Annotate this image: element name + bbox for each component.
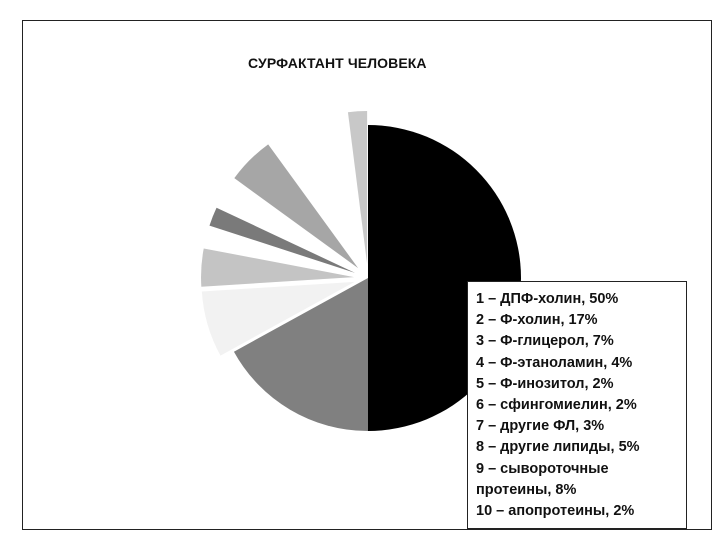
legend-item-10: 10 – апопротеины, 2%: [476, 503, 635, 520]
chart-title: СУРФАКТАНТ ЧЕЛОВЕКА: [248, 55, 427, 71]
pie-slice-10: [347, 111, 368, 265]
pie-slice-9: [272, 112, 364, 266]
pie-slice-8: [234, 144, 359, 269]
pie-slice-5: [203, 226, 355, 276]
pie-slice-2: [233, 278, 368, 431]
legend-item-1: 1 – ДПФ-холин, 50%: [476, 291, 619, 307]
pie-slice-3: [201, 281, 355, 356]
legend-item-8: 8 – другие липиды, 5%: [476, 439, 640, 456]
legend-item-5: 5 – Ф-инозитол, 2%: [476, 375, 614, 392]
pie-slice-4: [201, 248, 355, 287]
legend-item-2: 2 – Ф-холин, 17%: [476, 312, 598, 329]
legend: 1 – ДПФ-холин, 50% 2 – Ф-холин, 17% 3 – Ф-…: [467, 281, 687, 529]
legend-item-9: 9 – сывороточные протеины, 8%: [476, 460, 609, 498]
legend-item-3: 3 – Ф-глицерол, 7%: [476, 333, 614, 350]
pie-slice-6: [209, 207, 355, 273]
legend-item-4: 4 – Ф-этаноламин, 4%: [476, 354, 633, 371]
legend-item-6: 6 – сфингомиелин, 2%: [476, 397, 637, 414]
pie-slice-7: [216, 180, 357, 272]
legend-item-7: 7 – другие ФЛ, 3%: [476, 418, 605, 435]
